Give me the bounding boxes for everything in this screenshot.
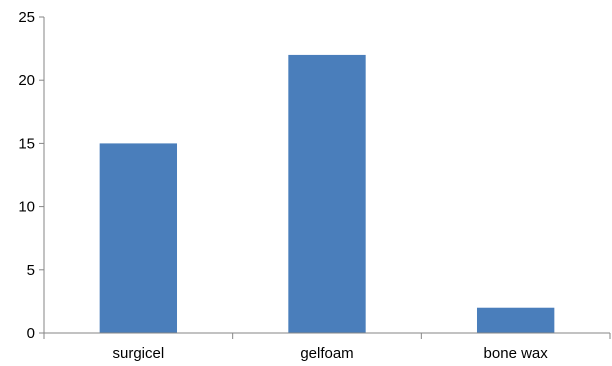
y-tick-label: 25 <box>18 9 35 26</box>
y-tick-label: 10 <box>18 199 35 216</box>
y-axis-ticks: 0 5 10 15 20 25 <box>18 9 44 342</box>
y-tick-label: 20 <box>18 72 35 89</box>
x-axis-ticks: surgicel gelfoam bone wax <box>43 333 611 362</box>
bar-series <box>99 54 555 334</box>
bar-surgicel <box>99 143 178 333</box>
x-tick-label: bone wax <box>484 345 549 362</box>
y-tick-label: 0 <box>27 325 35 342</box>
x-tick-label: surgicel <box>112 345 164 362</box>
y-tick-label: 15 <box>18 135 35 152</box>
y-tick-label: 5 <box>27 262 35 279</box>
bar-gelfoam <box>288 54 366 334</box>
bar-bone-wax <box>476 307 555 333</box>
x-tick-label: gelfoam <box>300 345 353 362</box>
